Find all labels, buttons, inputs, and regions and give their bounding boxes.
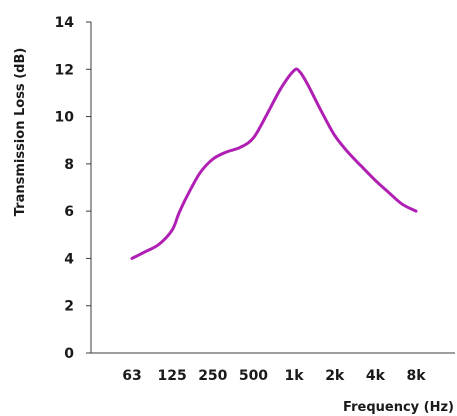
y-axis-title: Transmission Loss (dB) [13, 48, 28, 217]
axes-layer [90, 22, 455, 354]
x-tick-label: 125 [158, 368, 187, 384]
x-tick-label: 63 [122, 368, 141, 384]
y-tick-label: 2 [64, 299, 74, 315]
series-line [130, 67, 418, 260]
y-ticks-layer: 0 2 4 6 8 10 12 14 [55, 15, 91, 362]
x-tick-label: 8k [406, 368, 426, 384]
y-tick-label: 0 [64, 346, 74, 362]
x-tick-label: 2k [325, 368, 345, 384]
y-tick-label: 4 [64, 251, 74, 267]
x-ticks-layer: 63 125 250 500 1k 2k 4k 8k [122, 368, 426, 384]
y-tick-label: 6 [64, 204, 74, 220]
y-tick-label: 8 [64, 157, 74, 173]
x-tick-label: 250 [198, 368, 227, 384]
y-tick-label: 10 [55, 110, 75, 126]
x-tick-label: 1k [285, 368, 305, 384]
y-tick-label: 14 [55, 15, 75, 31]
x-axis-title: Frequency (Hz) [343, 400, 454, 415]
x-tick-label: 500 [239, 368, 268, 384]
y-tick-label: 12 [55, 62, 74, 78]
series-layer [130, 67, 418, 260]
x-tick-label: 4k [366, 368, 386, 384]
